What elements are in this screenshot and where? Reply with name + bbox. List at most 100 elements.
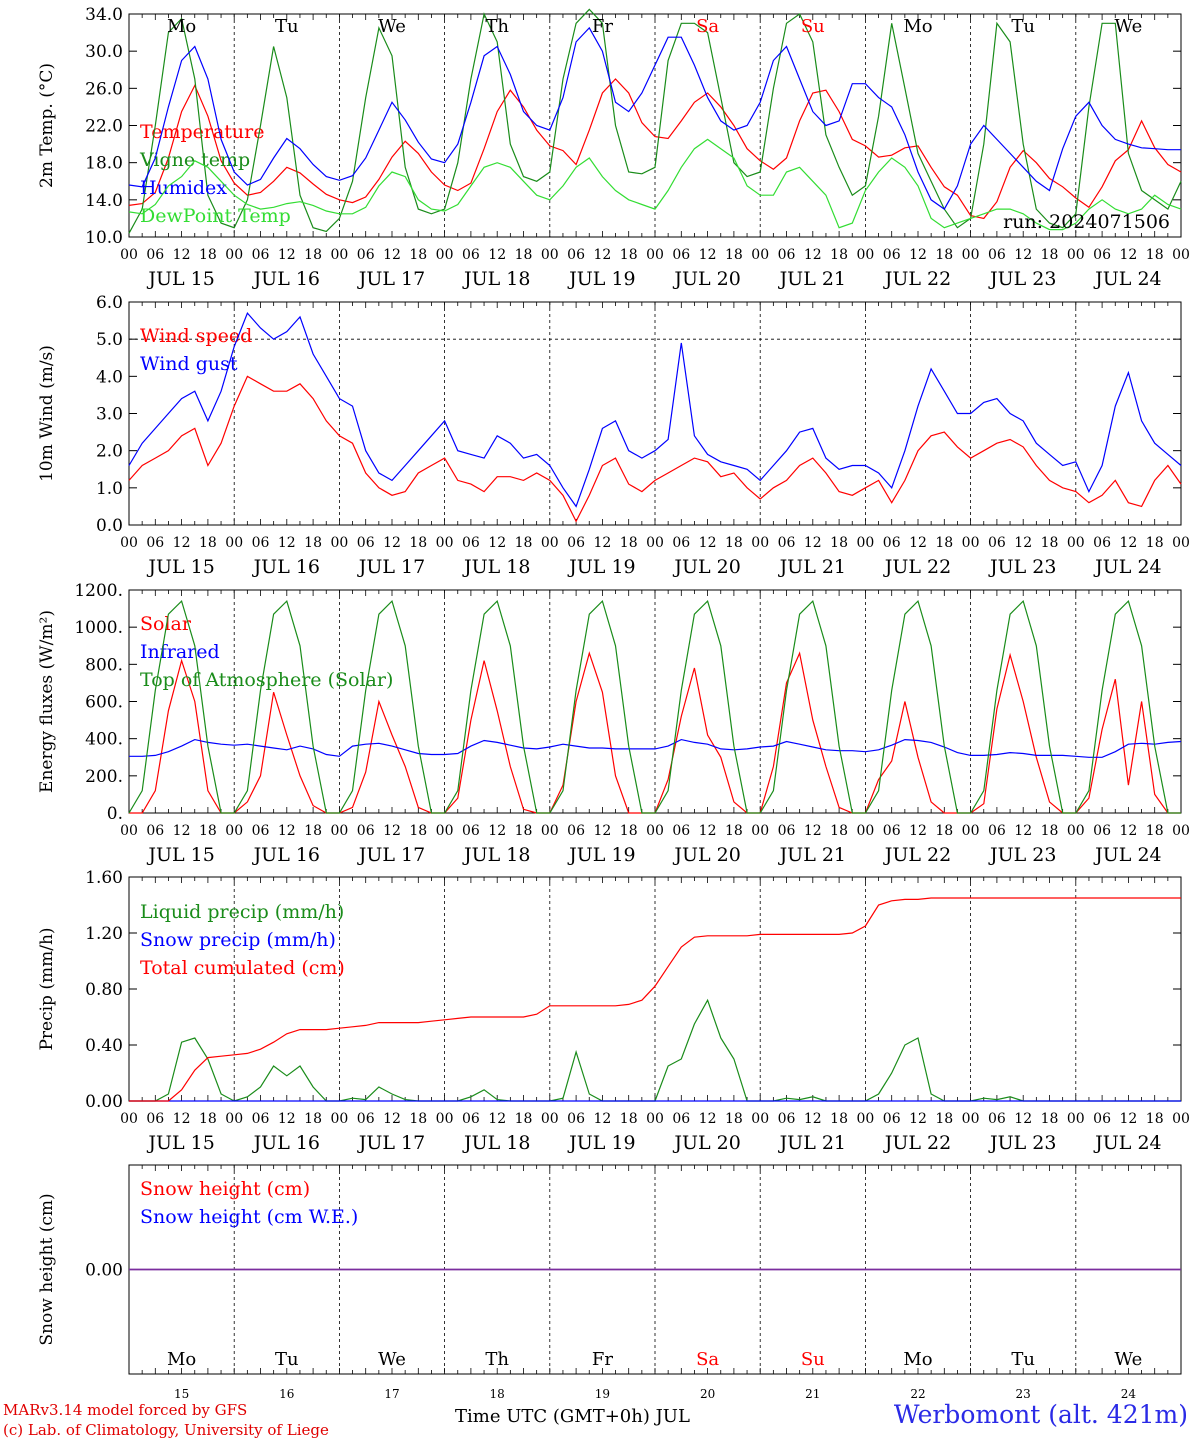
weekday-label-bottom: We [378, 1349, 406, 1370]
y-tick-label: 800. [85, 655, 123, 675]
date-label: JUL 16 [252, 268, 320, 290]
hour-label: 00 [330, 823, 348, 839]
hour-label: 00 [856, 247, 874, 263]
hour-label: 12 [383, 247, 401, 263]
legend-entry: Top of Atmosphere (Solar) [140, 669, 393, 691]
date-label: JUL 18 [462, 556, 530, 578]
hour-label: 06 [252, 1111, 270, 1127]
hour-label: 18 [199, 535, 217, 551]
hour-label: 12 [383, 1111, 401, 1127]
panel-1: 10.0 14.0 18.0 22.0 26.0 30.0 34.0 2m Temp. (°C… [37, 5, 1190, 290]
weekday-label-top: Fr [592, 16, 613, 37]
panel-4: 0.00 0.40 0.80 1.20 1.60 Precip (mm/h) Liquid … [37, 868, 1190, 1154]
hour-label: 12 [278, 247, 296, 263]
hour-label: 00 [225, 535, 243, 551]
hour-label: 18 [515, 247, 533, 263]
hour-label: 12 [909, 823, 927, 839]
hour-label: 18 [304, 247, 322, 263]
hour-label: 06 [357, 823, 375, 839]
hour-label: 12 [804, 823, 822, 839]
hour-label: 12 [383, 823, 401, 839]
hour-label: 12 [278, 1111, 296, 1127]
hour-label: 12 [804, 247, 822, 263]
hour-label: 18 [1041, 823, 1059, 839]
hour-label: 00 [856, 1111, 874, 1127]
location-label: Werbomont (alt. 421m) [893, 1400, 1188, 1429]
hour-label: 12 [1014, 823, 1032, 839]
y-tick-label: 1200. [74, 581, 123, 601]
hour-label: 00 [856, 823, 874, 839]
hour-label: 00 [1067, 1111, 1085, 1127]
hour-label: 12 [173, 823, 191, 839]
hour-label: 12 [593, 1111, 611, 1127]
weekday-label-top: Mo [167, 16, 196, 37]
weekday-label-top: Th [485, 16, 509, 37]
date-label: JUL 21 [778, 556, 846, 578]
legend-entry: DewPoint Temp [140, 205, 291, 227]
day-number: 22 [910, 1387, 925, 1401]
hour-label: 06 [1093, 1111, 1111, 1127]
day-number: 21 [805, 1387, 820, 1401]
hour-label: 06 [883, 823, 901, 839]
hour-label: 18 [1041, 535, 1059, 551]
date-label: JUL 21 [778, 1132, 846, 1154]
hour-label: 06 [988, 823, 1006, 839]
weekday-label-bottom: We [1115, 1349, 1143, 1370]
day-number: 24 [1121, 1387, 1137, 1401]
hour-label: 00 [751, 1111, 769, 1127]
date-label: JUL 18 [462, 1132, 530, 1154]
date-label: JUL 19 [567, 556, 635, 578]
hour-label: 00 [436, 535, 454, 551]
date-label: JUL 23 [988, 844, 1056, 866]
hour-label: 18 [1146, 247, 1164, 263]
model-line: MARv3.14 model forced by GFS [3, 1401, 248, 1419]
hour-label: 00 [436, 247, 454, 263]
hour-label: 18 [304, 535, 322, 551]
legend-entry: Humidex [140, 177, 227, 199]
hour-label: 06 [672, 247, 690, 263]
day-number: 17 [384, 1387, 399, 1401]
panel-frame [128, 301, 1182, 526]
hour-label: 00 [1172, 1111, 1190, 1127]
hour-label: 12 [383, 535, 401, 551]
y-tick-label: 1000. [74, 618, 123, 638]
hour-label: 00 [436, 1111, 454, 1127]
date-label: JUL 15 [146, 844, 214, 866]
hour-label: 18 [409, 247, 427, 263]
date-label: JUL 18 [462, 268, 530, 290]
hour-label: 18 [935, 823, 953, 839]
hour-label: 06 [146, 247, 164, 263]
hour-label: 06 [567, 823, 585, 839]
y-tick-label: 1.20 [85, 924, 123, 944]
day-number: 23 [1016, 1387, 1031, 1401]
legend-entry: Liquid precip (mm/h) [140, 901, 344, 923]
y-tick-label: 1.60 [85, 868, 123, 888]
hour-label: 18 [725, 823, 743, 839]
hour-label: 12 [1119, 535, 1137, 551]
series-line-2 [129, 738, 1182, 758]
y-tick-label: 0.00 [85, 1092, 123, 1112]
hour-label: 18 [620, 1111, 638, 1127]
hour-label: 12 [593, 535, 611, 551]
hour-label: 12 [909, 1111, 927, 1127]
y-tick-label: 26.0 [85, 79, 123, 99]
day-number: 15 [174, 1387, 189, 1401]
hour-label: 12 [804, 1111, 822, 1127]
y-tick-label: 200. [85, 767, 123, 787]
date-label: JUL 19 [567, 844, 635, 866]
hour-label: 00 [962, 247, 980, 263]
day-number: 20 [700, 1387, 715, 1401]
hour-label: 06 [988, 1111, 1006, 1127]
run-label: run: 2024071506 [1003, 211, 1170, 233]
hour-label: 06 [778, 823, 796, 839]
hour-label: 00 [1172, 247, 1190, 263]
y-axis-title: Snow height (cm) [37, 1193, 57, 1345]
hour-label: 18 [1041, 1111, 1059, 1127]
hour-label: 00 [330, 535, 348, 551]
hour-label: 18 [199, 1111, 217, 1127]
hour-label: 06 [146, 535, 164, 551]
date-label: JUL 17 [357, 844, 425, 866]
y-tick-label: 22.0 [85, 117, 123, 137]
hour-label: 18 [620, 535, 638, 551]
y-axis-title: 10m Wind (m/s) [37, 345, 57, 482]
